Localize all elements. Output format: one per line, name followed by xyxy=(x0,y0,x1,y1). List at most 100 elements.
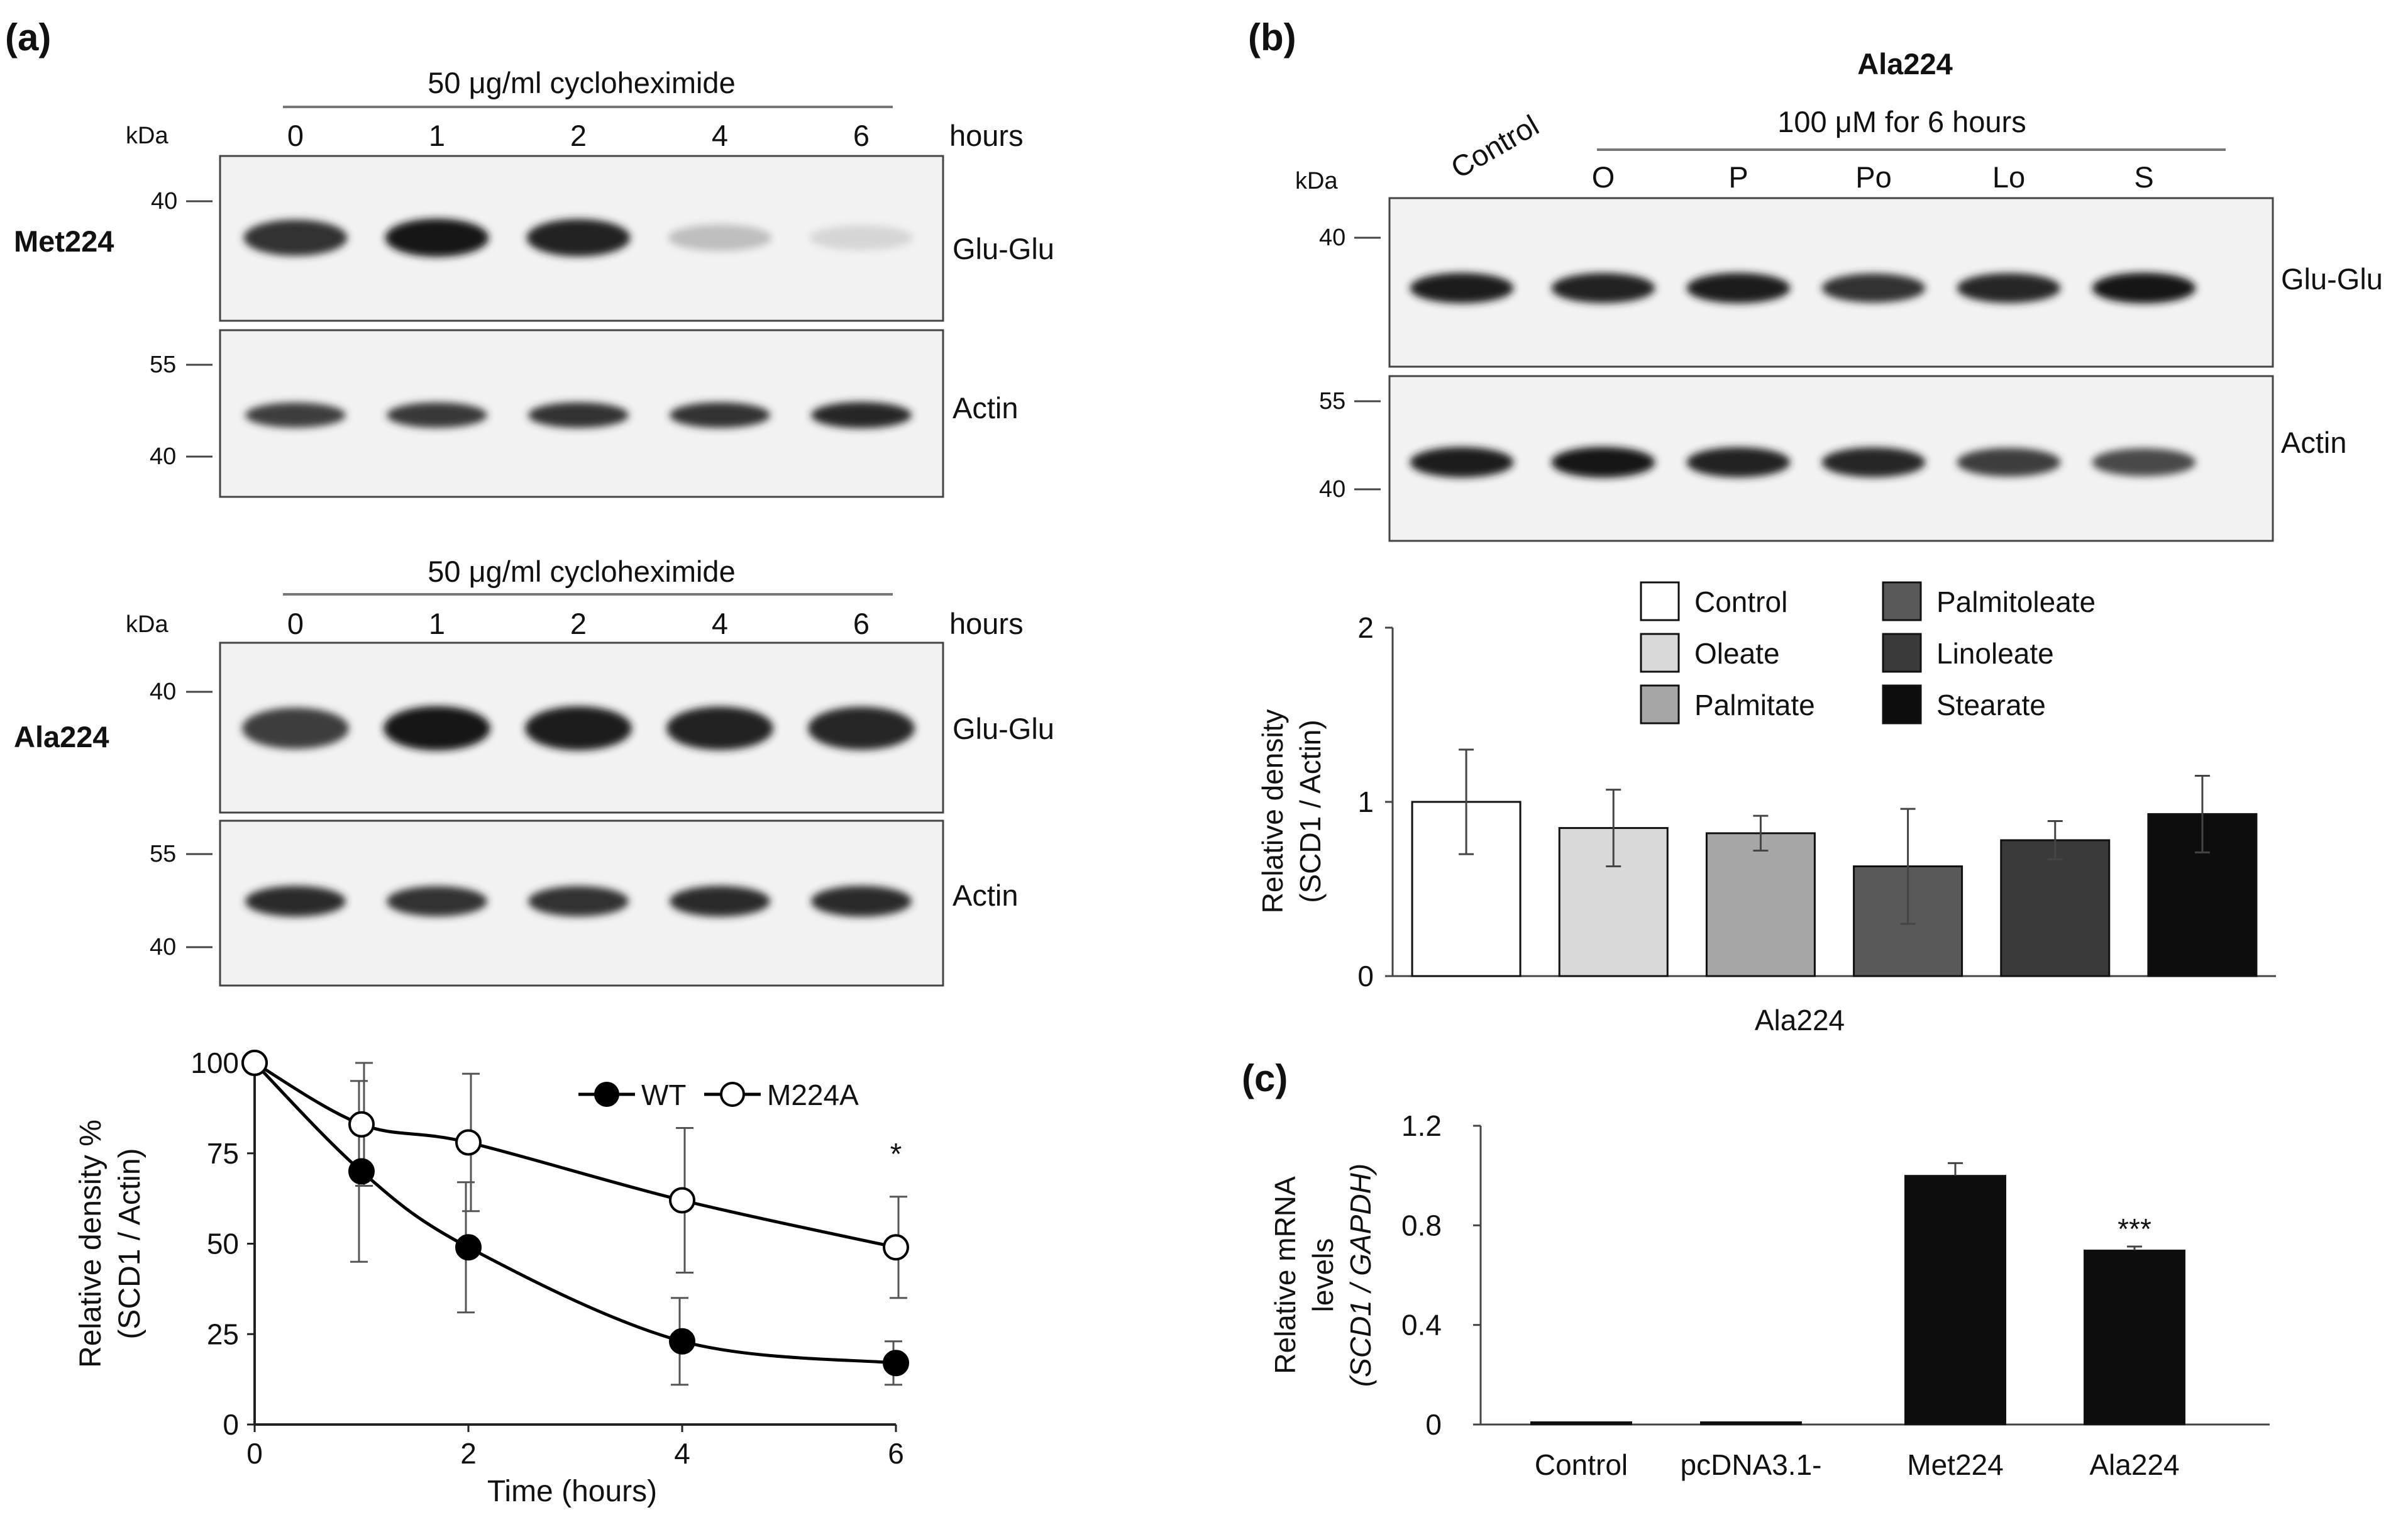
panel-b-treatment: 100 μM for 6 hours xyxy=(1777,105,2026,138)
legend-label-control: Control xyxy=(1694,586,1787,618)
x-tick-label: Met224 xyxy=(1907,1448,2003,1481)
y-tick-label: 0.8 xyxy=(1401,1209,1442,1241)
y-tick-label: 0.4 xyxy=(1401,1309,1442,1341)
actin-band xyxy=(387,886,487,917)
fatty-acid-bar-chart: 0 1 2 Relative density (SCD1 / Actin) Ala224 C… xyxy=(1256,581,2276,1036)
actin-band xyxy=(811,886,912,917)
y-tick-label: 100 xyxy=(191,1047,239,1079)
timepoint-label: 2 xyxy=(570,607,587,640)
glu-band xyxy=(668,224,772,252)
band-label-actin-1: Actin xyxy=(953,391,1019,425)
data-point-m224a xyxy=(455,1129,482,1156)
actin-band xyxy=(245,402,346,428)
glu-band xyxy=(243,219,348,256)
glu-band xyxy=(1410,272,1514,304)
x-tick-label: pcDNA3.1- xyxy=(1681,1448,1822,1481)
band-label-actin-2: Actin xyxy=(953,879,1019,912)
y-tick-label: 0 xyxy=(223,1408,239,1441)
band-label-glu-2: Glu-Glu xyxy=(953,712,1054,745)
lane-label: P xyxy=(1728,160,1748,194)
data-point-m224a xyxy=(348,1111,375,1138)
mrna-bar-chart: 0 0.4 0.8 1.2 Relative mRNA levels (SCD1 / GAP… xyxy=(1269,1109,2270,1481)
marker-55-ala224: 55 xyxy=(150,841,176,867)
timepoint-labels-2: 0 1 2 4 6 xyxy=(287,607,870,640)
significance-mark: * xyxy=(890,1138,902,1171)
lane-label: S xyxy=(2134,160,2153,194)
marker-40-met224-glu: 40 xyxy=(151,188,177,214)
legend-swatch-palmitate xyxy=(1640,684,1680,725)
data-point-m224a xyxy=(241,1050,268,1076)
glu-band xyxy=(385,218,489,257)
legend-label-oleate: Oleate xyxy=(1694,637,1780,670)
bar-met224 xyxy=(1904,1175,2006,1425)
actin-band xyxy=(1410,447,1514,478)
glu-band xyxy=(384,706,490,751)
actin-band xyxy=(245,886,346,917)
glu-band xyxy=(666,706,773,750)
y-tick-label: 25 xyxy=(207,1318,239,1350)
actin-band xyxy=(811,402,912,428)
legend-label-wt: WT xyxy=(641,1079,687,1111)
kda-label-2: kDa xyxy=(126,611,168,638)
glu-band xyxy=(526,219,631,257)
timepoint-label: 2 xyxy=(570,119,587,152)
marker-55-met224: 55 xyxy=(150,352,176,378)
marker-40-b-glu: 40 xyxy=(1319,225,1345,251)
bands-b-actin xyxy=(1410,447,2196,478)
legend-marker-wt xyxy=(594,1082,619,1107)
significance-mark: *** xyxy=(2118,1213,2151,1245)
band-label-actin-b: Actin xyxy=(2281,426,2347,459)
bar-palmitate xyxy=(1705,832,1816,977)
glu-band xyxy=(1821,273,1926,303)
actin-band xyxy=(528,886,629,917)
glu-band xyxy=(242,708,349,749)
data-point-m224a xyxy=(883,1234,909,1261)
y-tick-label: 1.2 xyxy=(1401,1109,1442,1142)
row-label-met224: Met224 xyxy=(14,225,114,258)
data-point-wt xyxy=(348,1158,375,1185)
actin-band xyxy=(670,886,770,917)
actin-band xyxy=(1957,448,2061,477)
timepoint-label: 0 xyxy=(287,119,304,152)
y-axis-label: Relative mRNA xyxy=(1269,1176,1301,1374)
data-point-wt xyxy=(883,1350,909,1377)
y-axis-label-2: (SCD1 / Actin) xyxy=(1294,719,1327,903)
actin-band xyxy=(1821,447,1926,477)
glu-band xyxy=(809,225,914,250)
y-axis-label: Relative density xyxy=(1256,709,1289,914)
bands-met224-glu xyxy=(243,218,914,257)
timepoint-label: 1 xyxy=(429,607,445,640)
data-point-m224a xyxy=(669,1187,695,1214)
degradation-line-chart: 0 25 50 75 100 0 2 4 6 Time (hours) Relative densi… xyxy=(74,1047,909,1508)
timepoint-label: 4 xyxy=(712,119,728,152)
marker-40-ala224-actin: 40 xyxy=(150,934,176,960)
actin-band xyxy=(2092,448,2196,477)
actin-band xyxy=(1686,447,1791,477)
legend-swatch-palmitoleate xyxy=(1882,581,1922,621)
data-point-wt xyxy=(455,1234,482,1261)
y-tick-label: 2 xyxy=(1357,611,1374,644)
legend-swatch-stearate xyxy=(1882,684,1922,725)
glu-band xyxy=(1957,273,2061,303)
treatment-label-2: 50 μg/ml cycloheximide xyxy=(428,555,735,588)
timepoint-label: 4 xyxy=(712,607,728,640)
y-axis-label-3: (SCD1 / GAPDH) xyxy=(1344,1164,1377,1387)
actin-band xyxy=(528,402,629,428)
legend-label-palmitate: Palmitate xyxy=(1694,689,1815,721)
y-tick-label: 1 xyxy=(1357,786,1374,818)
x-tick-label: 6 xyxy=(888,1437,904,1470)
timepoint-label: 0 xyxy=(287,607,304,640)
y-tick-label: 75 xyxy=(207,1137,239,1170)
legend-label-palmitoleate: Palmitoleate xyxy=(1936,586,2096,618)
panel-b-title: Ala224 xyxy=(1857,47,1953,81)
x-tick-label: 0 xyxy=(246,1437,263,1470)
x-tick-label: Control xyxy=(1535,1448,1628,1481)
kda-label-b: kDa xyxy=(1295,168,1338,194)
series-line-wt xyxy=(253,1062,897,1365)
treatment-label-1: 50 μg/ml cycloheximide xyxy=(428,66,735,99)
lane-label: Po xyxy=(1855,160,1892,194)
bar-ala224 xyxy=(2084,1249,2185,1425)
lane-label: Lo xyxy=(1992,160,2025,194)
glu-band xyxy=(1551,273,1655,303)
